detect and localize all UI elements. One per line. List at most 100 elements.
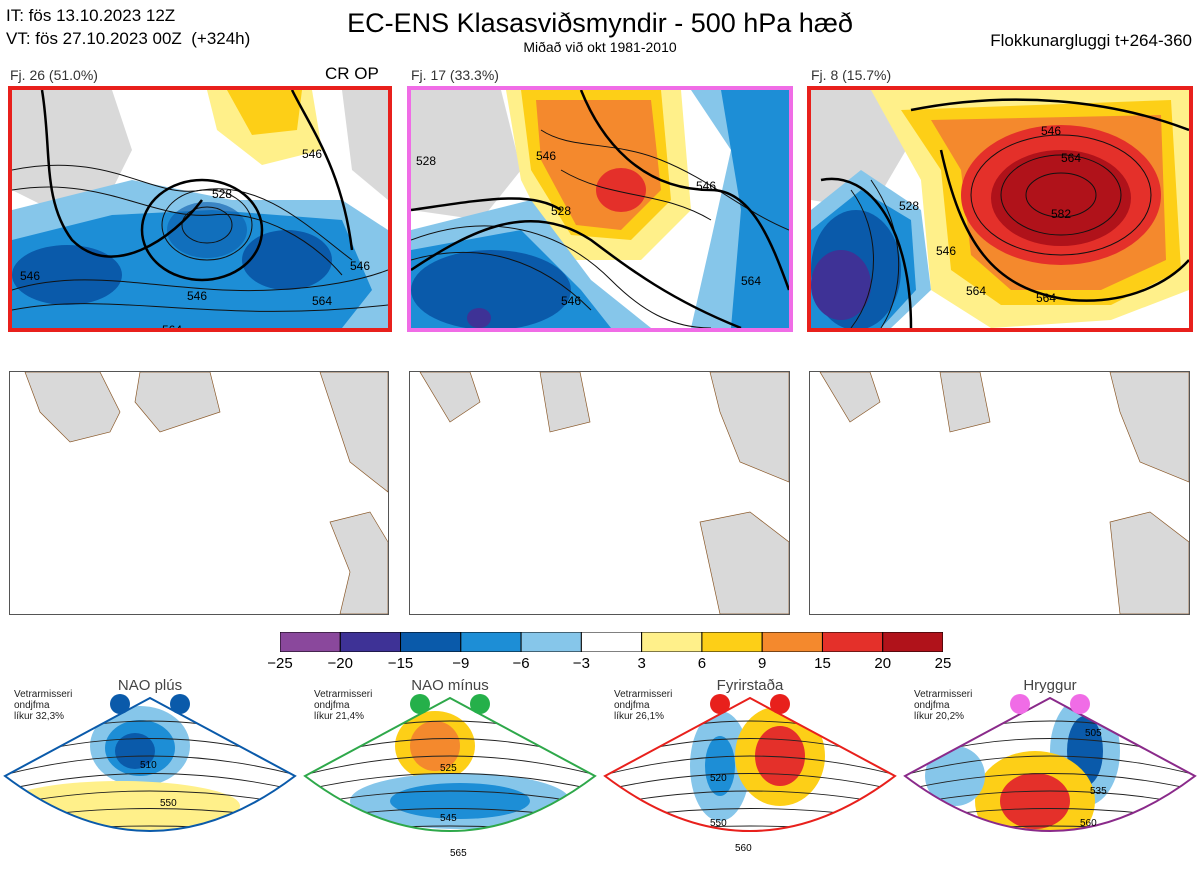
colorbar-tick-label: 25 (934, 655, 952, 672)
land (12, 90, 132, 210)
cluster-1-field: 546 528 546 546 546 564 564 (12, 90, 388, 328)
empty-map-3 (809, 371, 1190, 615)
contour-label: 546 (561, 294, 581, 308)
land (319, 371, 389, 493)
cluster-1-label: Fj. 26 (51.0%) (10, 67, 98, 83)
contour-label: 564 (312, 294, 332, 308)
empty-map-2 (409, 371, 790, 615)
anomaly-core (467, 308, 491, 328)
anomaly-core (811, 250, 871, 320)
regime-marker-dot (1070, 694, 1090, 714)
contour-bold (290, 90, 354, 251)
regime-title: Hryggur (1023, 677, 1077, 694)
clustering-window: Flokkunargluggi t+264-360 (990, 31, 1192, 50)
land (329, 511, 389, 615)
contour-label: 546 (936, 244, 956, 258)
anomaly-core (991, 150, 1131, 246)
header-times: IT: fös 13.10.2023 12Z VT: fös 27.10.202… (6, 4, 250, 50)
regime-contour-label: 520 (710, 773, 727, 784)
contour (1000, 154, 1122, 236)
cluster-3-label: Fj. 8 (15.7%) (811, 67, 892, 83)
colorbar-tick-label: 20 (874, 655, 892, 672)
regime-contour (305, 773, 595, 792)
regime-probability: Vetrarmisseri ondjfma líkur 26,1% (614, 689, 673, 722)
regime-probability: Vetrarmisseri ondjfma líkur 21,4% (314, 689, 373, 722)
colorbar-tick-label: 3 (637, 655, 646, 672)
anomaly-positive (227, 90, 302, 135)
colorbar-swatch (460, 631, 522, 653)
contour-label: 564 (1036, 291, 1056, 305)
regime-contour (5, 773, 295, 792)
contour-bold (140, 178, 264, 282)
colorbar-tick-label: −20 (327, 655, 353, 672)
regime-contour-label: 510 (140, 760, 157, 771)
regime-contour (305, 825, 595, 831)
land (539, 371, 591, 433)
cluster-1-map: 546 528 546 546 546 564 564 (8, 86, 392, 332)
contour-label: 528 (899, 199, 919, 213)
colorbar-swatches (279, 631, 944, 653)
regime-map: 505 535 560 (900, 694, 1200, 866)
contour-label: 546 (302, 147, 322, 161)
colorbar-swatch (882, 631, 944, 653)
anomaly-negative (721, 90, 789, 328)
regime-map: 510 550 (0, 694, 300, 852)
regime-title: NAO mínus (411, 677, 489, 694)
land (819, 371, 881, 423)
regime-contour-label: 550 (160, 798, 177, 809)
regime-border (3, 696, 297, 832)
contour (1025, 172, 1097, 218)
regime-contour (0, 844, 300, 852)
colorbar-swatch (520, 631, 582, 653)
regime-contour (900, 861, 1200, 866)
colorbar-tick-label: −25 (267, 655, 293, 672)
contour (411, 225, 712, 328)
cluster-1-tag: CR OP (325, 64, 379, 83)
contour-bold (820, 177, 913, 328)
contour-label: 546 (20, 269, 40, 283)
anomaly-blob (410, 721, 460, 771)
cluster-2-label: Fj. 17 (33.3%) (411, 67, 499, 83)
anomaly-blob (390, 783, 530, 819)
regime-marker-dot (470, 694, 490, 714)
contour-bold (579, 90, 789, 291)
contour-label: 582 (1051, 207, 1071, 221)
regime-contour (605, 755, 895, 777)
regime-map: 520 550 560 (603, 694, 897, 854)
regime-marker-dot (1010, 694, 1030, 714)
land (1109, 511, 1190, 615)
regime-contour-label: 550 (710, 818, 727, 829)
land (699, 511, 790, 615)
contour-bold (411, 219, 742, 328)
regime-border (603, 696, 897, 832)
regime-border (903, 696, 1197, 832)
colorbar-tick-label: 6 (697, 655, 707, 672)
anomaly-core (411, 250, 571, 328)
regime-contour-label: 525 (440, 763, 457, 774)
regime-contour (5, 825, 295, 831)
contour-bold (910, 98, 1189, 132)
regime-contour-label: 545 (440, 813, 457, 824)
colorbar-tick-label: −3 (572, 655, 590, 672)
contour-label: 528 (551, 204, 571, 218)
contour (560, 169, 712, 221)
landmask-3 (819, 371, 1190, 615)
regime-contour (905, 755, 1195, 777)
colorbar-swatch (761, 631, 823, 653)
regime-contour-label: 560 (735, 843, 752, 854)
regime-contour (300, 861, 600, 866)
regime-contour (605, 773, 895, 792)
vt-line: VT: fös 27.10.2023 00Z (+324h) (6, 29, 251, 48)
contour (181, 206, 233, 244)
land (419, 371, 481, 423)
colorbar-swatch (279, 631, 341, 653)
land (342, 90, 388, 200)
colorbar-tick-label: 9 (758, 655, 767, 672)
colorbar-tick-label: −6 (512, 655, 530, 672)
contour (12, 303, 388, 312)
regime-marker-dot (110, 694, 130, 714)
regime-contour (900, 844, 1200, 852)
colorbar-swatch (821, 631, 884, 653)
it-line: IT: fös 13.10.2023 12Z (6, 6, 176, 25)
contour-label: 564 (741, 274, 761, 288)
